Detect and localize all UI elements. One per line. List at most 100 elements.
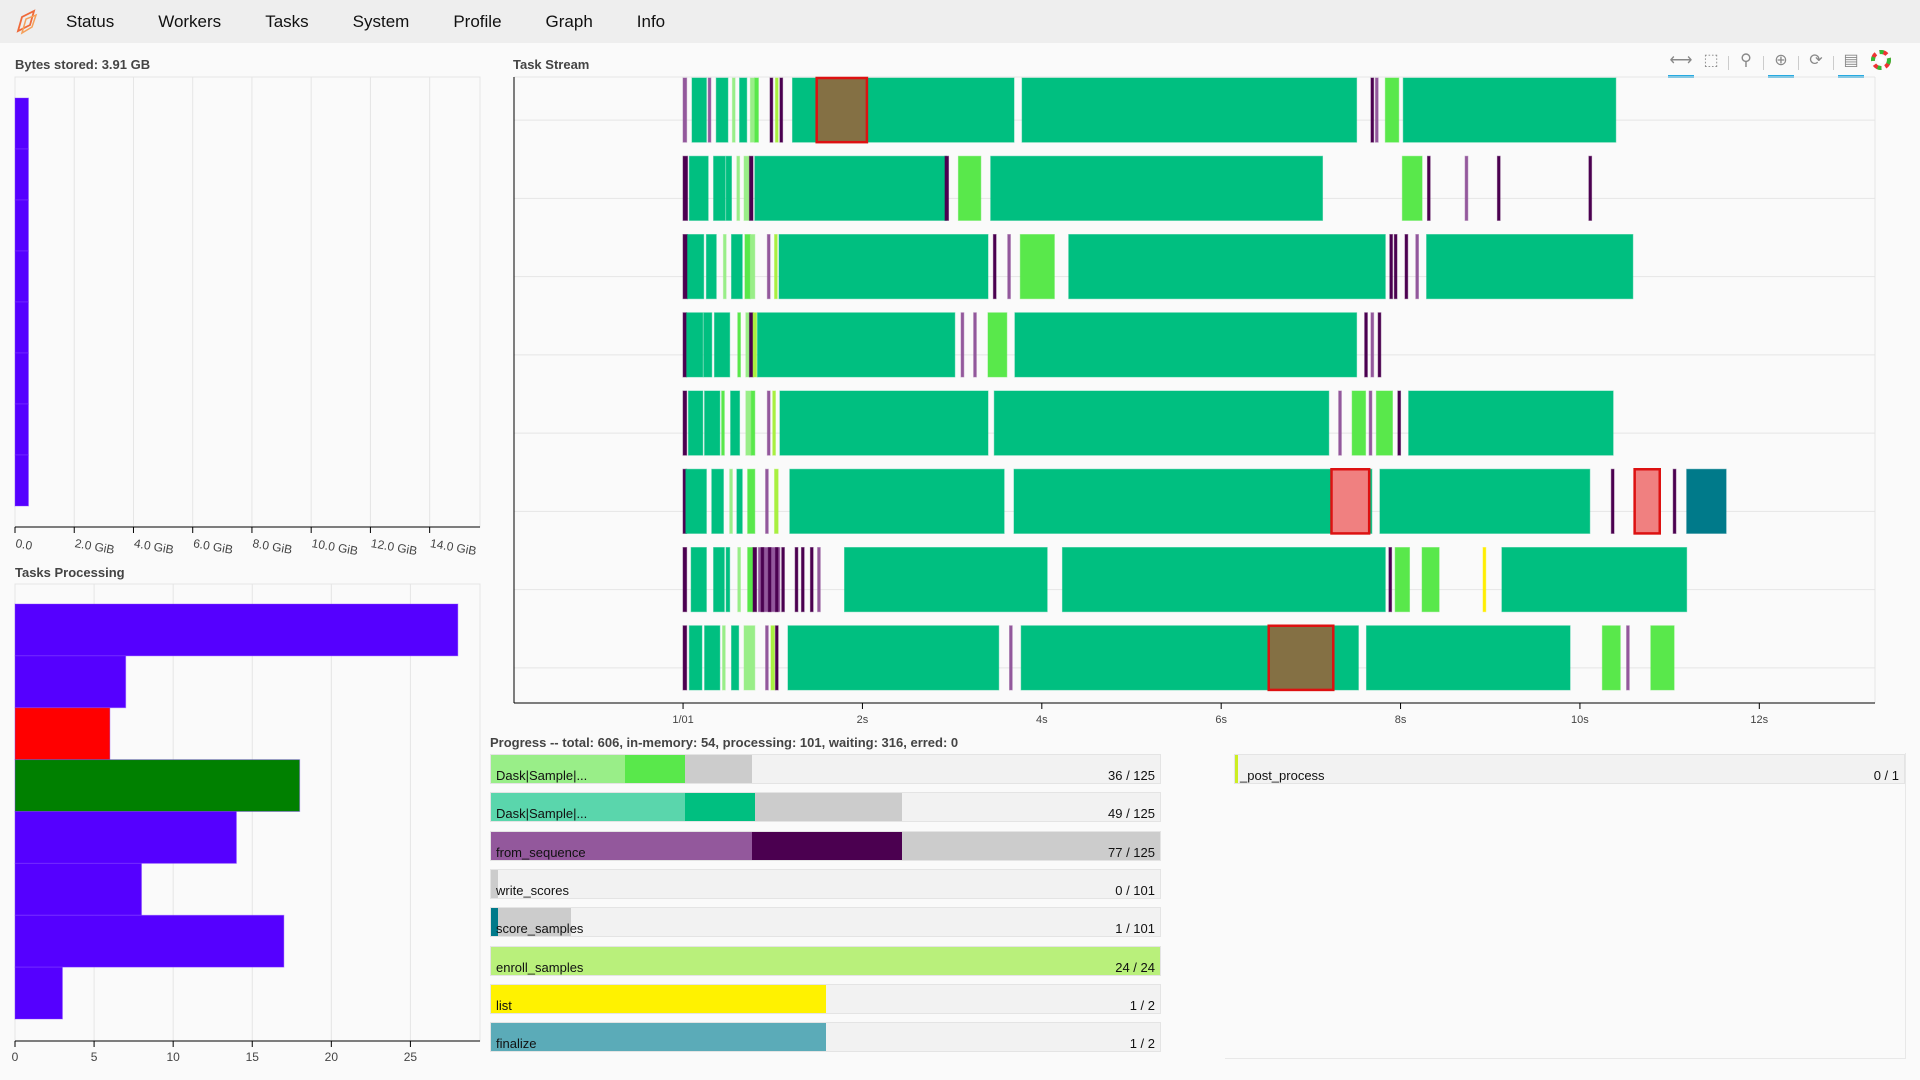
task-bar <box>1375 390 1393 456</box>
task-bar <box>992 234 997 300</box>
task-bar <box>711 468 724 534</box>
task-bar <box>687 234 705 300</box>
progress-bar[interactable]: finalize 1 / 2 <box>490 1022 1161 1053</box>
bar <box>14 199 29 252</box>
progress-count: 0 / 1 <box>1873 768 1899 783</box>
transfer-bar <box>1330 468 1371 535</box>
progress-fill <box>491 908 498 937</box>
task-bar <box>1379 468 1591 534</box>
task-bar <box>736 155 741 221</box>
x-tick-label: 4.0 GiB <box>133 536 175 557</box>
task-bar <box>800 547 805 613</box>
bokeh-logo[interactable] <box>1868 50 1894 78</box>
progress-label: from_sequence <box>496 844 586 860</box>
progress-fill <box>491 1023 826 1052</box>
task-bar <box>682 312 688 378</box>
task-bar <box>1626 625 1630 691</box>
nav-tasks[interactable]: Tasks <box>265 11 309 31</box>
task-bar <box>687 390 704 456</box>
box-zoom-icon[interactable]: ⬚ <box>1703 52 1719 69</box>
task-bar <box>754 155 948 221</box>
task-bar <box>1351 390 1367 456</box>
progress-count: 77 / 125 <box>1108 844 1155 860</box>
task-bar <box>766 390 771 456</box>
x-tick-label: 1/01 <box>672 714 693 726</box>
task-bar <box>1482 547 1487 613</box>
nav-workers[interactable]: Workers <box>158 11 222 31</box>
task-bar <box>960 312 965 378</box>
progress-bar[interactable]: Dask|Sample|... 36 / 125 <box>490 754 1161 784</box>
task-bar <box>794 547 799 613</box>
task-bar <box>1364 312 1368 378</box>
task-bar <box>774 77 779 143</box>
task-stream-chart[interactable]: 1/01 2s 4s 6s 8s 10s 12s <box>500 70 1890 735</box>
progress-bar[interactable]: _post_process 0 / 1 <box>1234 754 1905 784</box>
task-bar <box>778 234 989 300</box>
wheel-zoom-icon[interactable]: ⚲ <box>1740 52 1752 69</box>
task-bar <box>1393 234 1398 300</box>
task-bar <box>1384 77 1400 143</box>
task-bar <box>973 312 977 378</box>
task-bar <box>767 547 772 613</box>
task-bar <box>747 547 754 613</box>
nav-info[interactable]: Info <box>636 11 666 31</box>
task-bar <box>713 312 731 378</box>
x-tick-label: 25 <box>404 1050 418 1064</box>
progress-bar[interactable]: Dask|Sample|... 49 / 125 <box>490 792 1161 823</box>
nav-graph[interactable]: Graph <box>545 11 593 31</box>
bar <box>14 603 459 657</box>
bar <box>14 811 237 864</box>
task-bar <box>704 390 721 456</box>
nav-profile[interactable]: Profile <box>453 11 502 31</box>
x-tick-label: 2.0 GiB <box>74 536 116 557</box>
task-bar <box>1408 390 1614 456</box>
progress-count: 24 / 24 <box>1115 959 1155 975</box>
refresh-icon[interactable]: ⟳ <box>1809 52 1823 69</box>
task-bar <box>817 547 821 613</box>
progress-label: write_scores <box>496 882 569 898</box>
x-tick-label: 12.0 GiB <box>370 536 418 558</box>
progress-bar[interactable]: write_scores 0 / 101 <box>490 868 1161 899</box>
tasks-processing-title: Tasks Processing <box>15 565 125 580</box>
progress-bar[interactable]: enroll_samples 24 / 24 <box>490 945 1161 976</box>
task-bar <box>749 234 756 300</box>
task-bar <box>779 77 784 143</box>
toolbar-divider <box>1728 56 1729 70</box>
progress-label: list <box>496 997 512 1013</box>
task-bar <box>722 234 727 300</box>
task-stream-title: Task Stream <box>513 57 590 72</box>
x-tick-label: 5 <box>91 1050 98 1064</box>
task-bar <box>743 155 750 221</box>
bytes-stored-chart[interactable]: 0.0 2.0 GiB 4.0 GiB 6.0 GiB 8.0 GiB 10.0 GiB 1… <box>0 70 490 560</box>
task-bar <box>774 234 778 300</box>
dask-logo-icon[interactable] <box>12 7 42 37</box>
task-bar <box>731 77 736 143</box>
task-bar <box>747 468 756 534</box>
task-bar <box>774 468 779 534</box>
task-bar <box>789 468 1005 534</box>
bar <box>14 403 29 456</box>
bar <box>14 97 29 150</box>
task-bar <box>1601 625 1621 691</box>
x-tick-label: 10.0 GiB <box>311 536 359 558</box>
task-bar <box>987 312 1008 378</box>
progress-bar[interactable]: score_samples 1 / 101 <box>490 907 1161 938</box>
task-bar <box>688 625 703 691</box>
task-bar <box>730 625 740 691</box>
progress-label: _post_process <box>1240 768 1325 783</box>
progress-bar[interactable]: list 1 / 2 <box>490 983 1161 1014</box>
task-bar <box>713 547 725 613</box>
task-bar <box>765 625 769 691</box>
x-tick-label: 8.0 GiB <box>251 536 293 557</box>
nav-system[interactable]: System <box>352 11 410 31</box>
progress-bar[interactable]: from_sequence 77 / 125 <box>490 830 1161 861</box>
task-bar <box>1397 390 1402 456</box>
task-bar <box>1686 468 1727 534</box>
nav-status[interactable]: Status <box>66 11 115 31</box>
task-bar <box>690 547 707 613</box>
progress-fill <box>491 908 572 937</box>
progress-count: 49 / 125 <box>1108 806 1155 822</box>
tasks-processing-chart[interactable]: 0 5 10 15 20 25 <box>0 578 490 1078</box>
task-bar <box>1650 625 1675 691</box>
task-bar <box>682 625 688 691</box>
